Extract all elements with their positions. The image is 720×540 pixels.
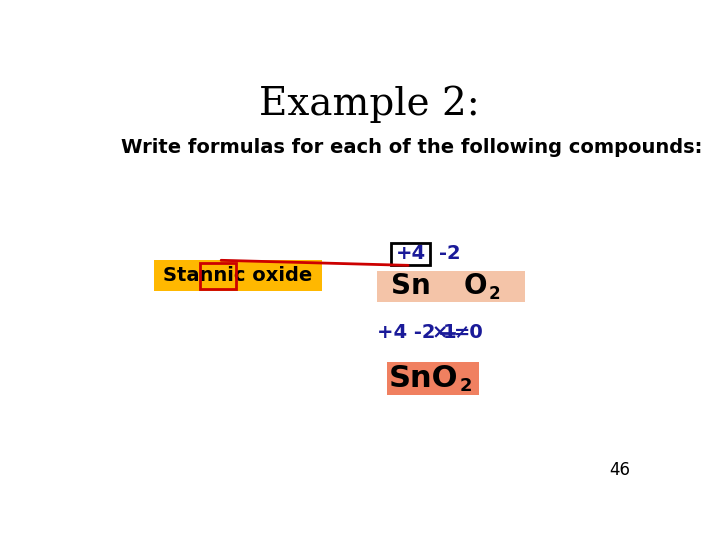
Text: 2: 2 bbox=[459, 377, 472, 395]
FancyBboxPatch shape bbox=[154, 260, 322, 292]
Text: +4 -2: +4 -2 bbox=[377, 323, 436, 342]
Text: -2: -2 bbox=[439, 245, 461, 264]
FancyBboxPatch shape bbox=[377, 271, 526, 302]
Text: 1: 1 bbox=[444, 323, 456, 342]
Text: +4: +4 bbox=[396, 245, 426, 264]
Text: O: O bbox=[463, 272, 487, 300]
Text: Stannic oxide: Stannic oxide bbox=[163, 266, 312, 285]
Text: ×: × bbox=[432, 323, 449, 342]
Text: Example 2:: Example 2: bbox=[258, 85, 480, 123]
Text: 2: 2 bbox=[489, 285, 500, 303]
FancyBboxPatch shape bbox=[392, 242, 431, 266]
Text: Write formulas for each of the following compounds:: Write formulas for each of the following… bbox=[121, 138, 702, 158]
Text: 46: 46 bbox=[610, 461, 631, 479]
Text: SnO: SnO bbox=[388, 364, 458, 393]
Text: Sn: Sn bbox=[391, 272, 431, 300]
Text: ≠0: ≠0 bbox=[454, 323, 484, 342]
FancyBboxPatch shape bbox=[387, 362, 480, 395]
